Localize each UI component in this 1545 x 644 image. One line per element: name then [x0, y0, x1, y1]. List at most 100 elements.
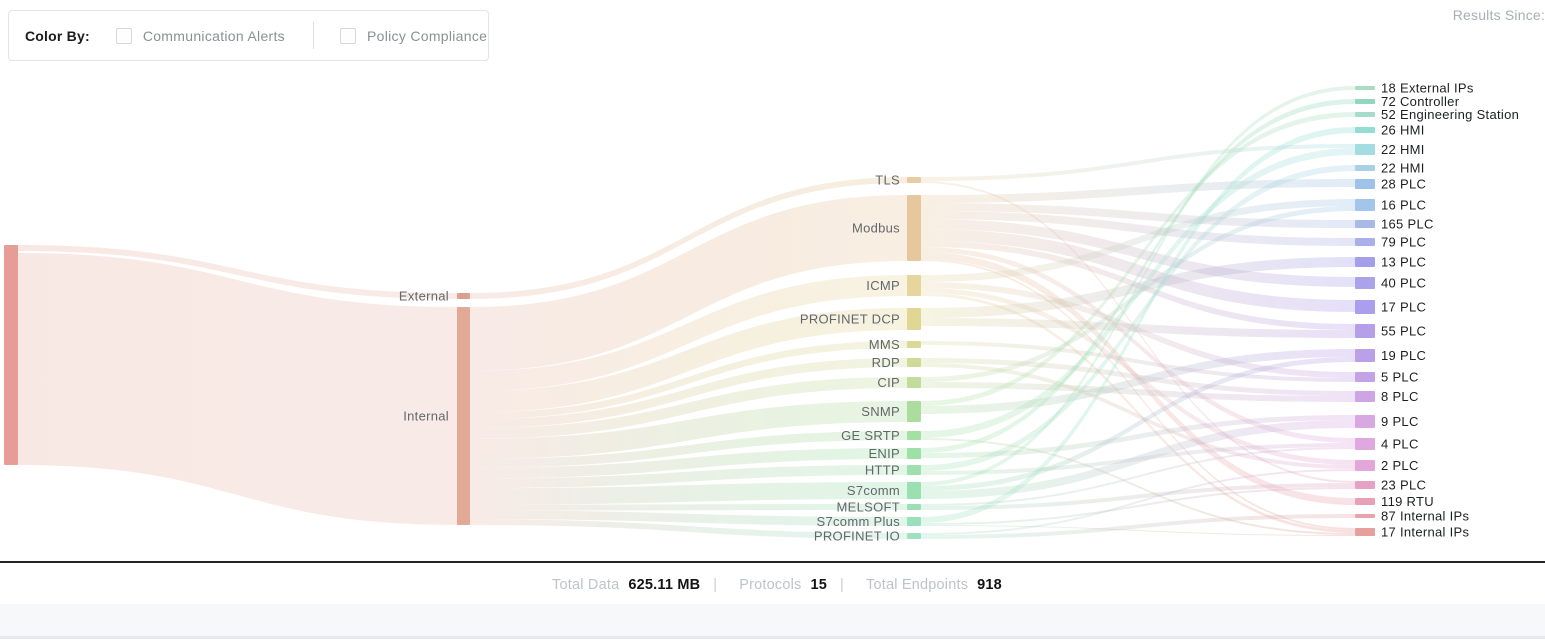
flow-snmp-to-engineering-station[interactable] — [921, 112, 1355, 406]
node-external[interactable] — [457, 293, 470, 299]
flow-internal-ge-srtp[interactable] — [470, 431, 907, 468]
node-endpoint-plc-12[interactable] — [1355, 300, 1375, 314]
flow-internal-s7comm-plus[interactable] — [470, 510, 907, 526]
flow-modbus-to-plc[interactable] — [921, 247, 1355, 443]
flow-icmp-to-internal-ips[interactable] — [921, 293, 1355, 533]
flow-modbus-to-plc[interactable] — [921, 203, 1355, 228]
node-endpoint-hmi-3[interactable] — [1355, 127, 1375, 133]
flow-s7comm-plus-to-plc[interactable] — [921, 487, 1355, 525]
node-endpoint-plc-19[interactable] — [1355, 460, 1375, 471]
flow-s7comm-to-external-ips[interactable] — [921, 86, 1355, 486]
flow-modbus-to-plc[interactable] — [921, 179, 1355, 203]
node-protocol-mms[interactable] — [907, 341, 921, 348]
flow-rdp-to-plc[interactable] — [921, 358, 1355, 396]
node-protocol-profinet-io[interactable] — [907, 533, 921, 539]
flow-internal-modbus[interactable] — [470, 195, 907, 371]
protocol-label-modbus: Modbus — [852, 221, 900, 236]
node-endpoint-internal-ips-23[interactable] — [1355, 528, 1375, 536]
flow-internal-melsoft[interactable] — [470, 504, 907, 511]
flow-ge-srtp-to-internal-ips[interactable] — [921, 438, 1355, 535]
node-endpoint-plc-14[interactable] — [1355, 349, 1375, 362]
node-protocol-snmp[interactable] — [907, 401, 921, 422]
flow-internal-http[interactable] — [470, 465, 907, 489]
flow-modbus-to-plc[interactable] — [921, 211, 1355, 246]
node-protocol-ge-srtp[interactable] — [907, 431, 921, 440]
flow-internal-s7comm[interactable] — [470, 482, 907, 505]
flow-melsoft-to-plc[interactable] — [921, 447, 1355, 506]
node-endpoint-plc-9[interactable] — [1355, 238, 1375, 246]
node-endpoint-plc-16[interactable] — [1355, 391, 1375, 402]
flow-tls-to-hmi[interactable] — [921, 144, 1355, 181]
option-policy-compliance[interactable]: Policy Compliance — [339, 27, 487, 44]
node-protocol-icmp[interactable] — [907, 275, 921, 296]
flow-mms-to-plc[interactable] — [921, 341, 1355, 382]
node-protocol-modbus[interactable] — [907, 195, 921, 261]
flow-s7comm-to-plc[interactable] — [921, 420, 1355, 499]
node-endpoint-rtu-21[interactable] — [1355, 498, 1375, 505]
node-endpoint-plc-15[interactable] — [1355, 372, 1375, 382]
flow-icmp-to-plc[interactable] — [921, 199, 1355, 282]
flow-source-internal[interactable] — [18, 253, 457, 525]
node-protocol-rdp[interactable] — [907, 358, 921, 367]
flow-s7comm-to-plc[interactable] — [921, 357, 1355, 491]
flow-enip-to-controller[interactable] — [921, 99, 1355, 453]
node-endpoint-internal-ips-22[interactable] — [1355, 514, 1375, 518]
node-endpoint-hmi-4[interactable] — [1355, 144, 1375, 155]
node-endpoint-plc-20[interactable] — [1355, 481, 1375, 489]
node-protocol-tls[interactable] — [907, 177, 921, 183]
flow-modbus-to-plc[interactable] — [921, 229, 1355, 312]
node-endpoint-plc-13[interactable] — [1355, 324, 1375, 338]
endpoint-label-plc-12: 17 PLC — [1381, 300, 1426, 315]
node-protocol-melsoft[interactable] — [907, 504, 921, 510]
node-endpoint-plc-8[interactable] — [1355, 220, 1375, 228]
node-protocol-cip[interactable] — [907, 377, 921, 388]
flow-internal-profinet-io[interactable] — [470, 519, 907, 539]
flow-external-tls[interactable] — [470, 177, 907, 299]
node-endpoint-plc-6[interactable] — [1355, 179, 1375, 189]
protocol-label-snmp: SNMP — [861, 404, 900, 419]
node-internal[interactable] — [457, 307, 470, 525]
flow-snmp-to-plc[interactable] — [921, 349, 1355, 414]
flow-source-external[interactable] — [18, 245, 457, 299]
flow-internal-snmp[interactable] — [470, 401, 907, 460]
node-endpoint-external-ips-0[interactable] — [1355, 86, 1375, 90]
node-protocol-s7comm-plus[interactable] — [907, 517, 921, 526]
flow-internal-mms[interactable] — [470, 341, 907, 420]
node-protocol-s7comm[interactable] — [907, 482, 921, 499]
flow-s7comm-plus-to-hmi[interactable] — [921, 127, 1355, 523]
flow-profinet-io-to-internal-ips[interactable] — [921, 514, 1355, 539]
flow-modbus-to-plc[interactable] — [921, 219, 1355, 287]
flow-internal-profinet-dcp[interactable] — [470, 308, 907, 413]
flow-internal-enip[interactable] — [470, 448, 907, 479]
node-protocol-http[interactable] — [907, 465, 921, 475]
flow-cip-to-plc[interactable] — [921, 382, 1355, 402]
node-endpoint-plc-18[interactable] — [1355, 438, 1375, 450]
flow-profinet-io-to-plc[interactable] — [921, 469, 1355, 535]
node-endpoint-hmi-5[interactable] — [1355, 165, 1375, 171]
flow-internal-rdp[interactable] — [470, 358, 907, 429]
flow-internal-cip[interactable] — [470, 377, 907, 439]
flow-internal-icmp[interactable] — [470, 275, 907, 392]
node-endpoint-plc-17[interactable] — [1355, 415, 1375, 428]
node-endpoint-engineering-station-2[interactable] — [1355, 112, 1375, 117]
node-protocol-profinet-dcp[interactable] — [907, 308, 921, 330]
policy-compliance-checkbox[interactable] — [339, 27, 356, 44]
flow-ge-srtp-to-hmi[interactable] — [921, 148, 1355, 438]
endpoint-label-hmi-4: 22 HMI — [1381, 142, 1425, 157]
node-endpoint-controller-1[interactable] — [1355, 99, 1375, 104]
protocol-label-s7comm: S7comm — [847, 483, 900, 498]
flow-http-to-hmi[interactable] — [921, 165, 1355, 471]
node-endpoint-plc-7[interactable] — [1355, 199, 1375, 211]
protocol-label-mms: MMS — [869, 337, 900, 352]
flow-melsoft-to-plc[interactable] — [921, 483, 1355, 510]
node-endpoint-plc-11[interactable] — [1355, 277, 1375, 289]
node-protocol-enip[interactable] — [907, 448, 921, 459]
total-data-label: Total Data — [552, 577, 620, 593]
communication-alerts-checkbox[interactable] — [115, 27, 132, 44]
flow-enip-to-plc[interactable] — [921, 415, 1355, 458]
flow-s7comm-plus-to-internal-ips[interactable] — [921, 525, 1355, 536]
node-source-zone[interactable] — [4, 245, 18, 465]
option-communication-alerts[interactable]: Communication Alerts — [115, 27, 285, 44]
node-endpoint-plc-10[interactable] — [1355, 257, 1375, 267]
flow-rdp-to-plc[interactable] — [921, 363, 1355, 469]
